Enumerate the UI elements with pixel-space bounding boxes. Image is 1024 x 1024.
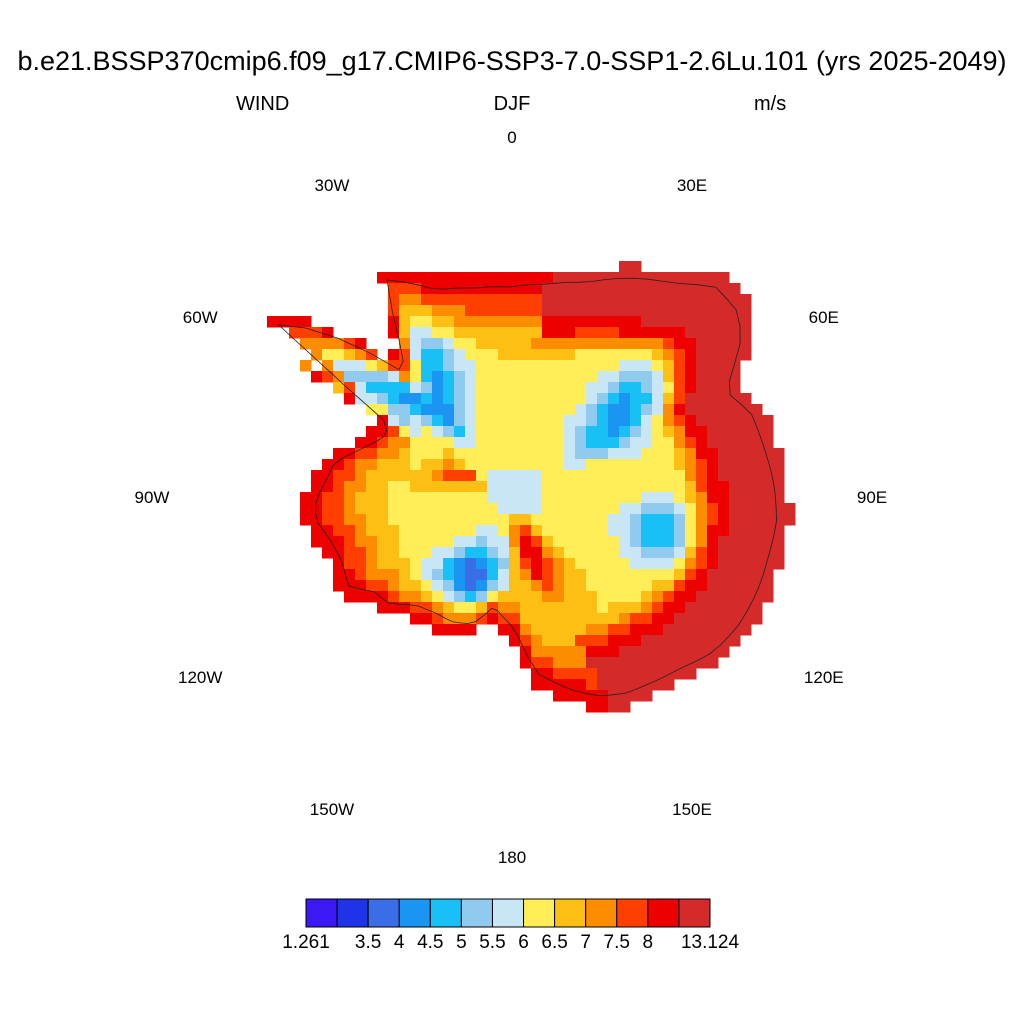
- colorbar-swatch: [429, 898, 462, 928]
- longitude-label: 150W: [309, 799, 355, 819]
- colorbar-swatch: [554, 898, 587, 928]
- colorbar-tick-label: 5.5: [479, 932, 506, 953]
- season-label: DJF: [493, 93, 531, 115]
- colorbar-swatch: [647, 898, 680, 928]
- colorbar-tick-label: 1.261: [282, 932, 330, 953]
- longitude-label: 180: [497, 848, 527, 867]
- colorbar-tick-label: 8: [642, 932, 654, 953]
- colorbar-swatch: [367, 898, 400, 928]
- coastline: [277, 277, 777, 697]
- longitude-label: 0: [507, 128, 517, 147]
- colorbar-swatch: [398, 898, 431, 928]
- colorbar-tick-label: 13.124: [680, 932, 740, 953]
- longitude-label: 120W: [178, 668, 223, 687]
- colorbar-tick-label: 4: [393, 932, 405, 953]
- longitude-label: 30W: [314, 176, 350, 196]
- colorbar-swatch: [616, 898, 649, 928]
- colorbar-tick-label: 6: [518, 932, 529, 953]
- colorbar-tick-label: 3.5: [354, 932, 382, 953]
- colorbar-tick-label: 7: [580, 932, 591, 953]
- colorbar-swatch: [523, 898, 556, 928]
- variable-label: WIND: [236, 93, 290, 115]
- plot-title: b.e21.BSSP370cmip6.f09_g17.CMIP6-SSP3-7.…: [17, 46, 1007, 76]
- colorbar-tick-label: 5: [456, 932, 467, 953]
- colorbar: [305, 898, 711, 928]
- wind-field-cells: [267, 261, 796, 713]
- colorbar-swatch: [491, 898, 525, 928]
- longitude-label: 60E: [808, 308, 839, 327]
- colorbar-swatch: [305, 898, 338, 928]
- colorbar-tick-label: 7.5: [603, 932, 630, 953]
- colorbar-tick-label: 4.5: [417, 932, 444, 953]
- longitude-label: 60W: [182, 308, 218, 327]
- colorbar-swatch: [585, 898, 618, 928]
- longitude-label: 30E: [676, 176, 708, 196]
- colorbar-swatch: [678, 898, 711, 928]
- longitude-label: 120E: [803, 668, 844, 687]
- colorbar-tick-label: 6.5: [541, 932, 568, 953]
- units-label: m/s: [754, 93, 787, 115]
- longitude-label: 90W: [134, 488, 170, 507]
- colorbar-swatch: [336, 898, 369, 928]
- longitude-label: 90E: [856, 488, 888, 507]
- longitude-label: 150E: [672, 799, 712, 819]
- colorbar-swatch: [460, 898, 493, 928]
